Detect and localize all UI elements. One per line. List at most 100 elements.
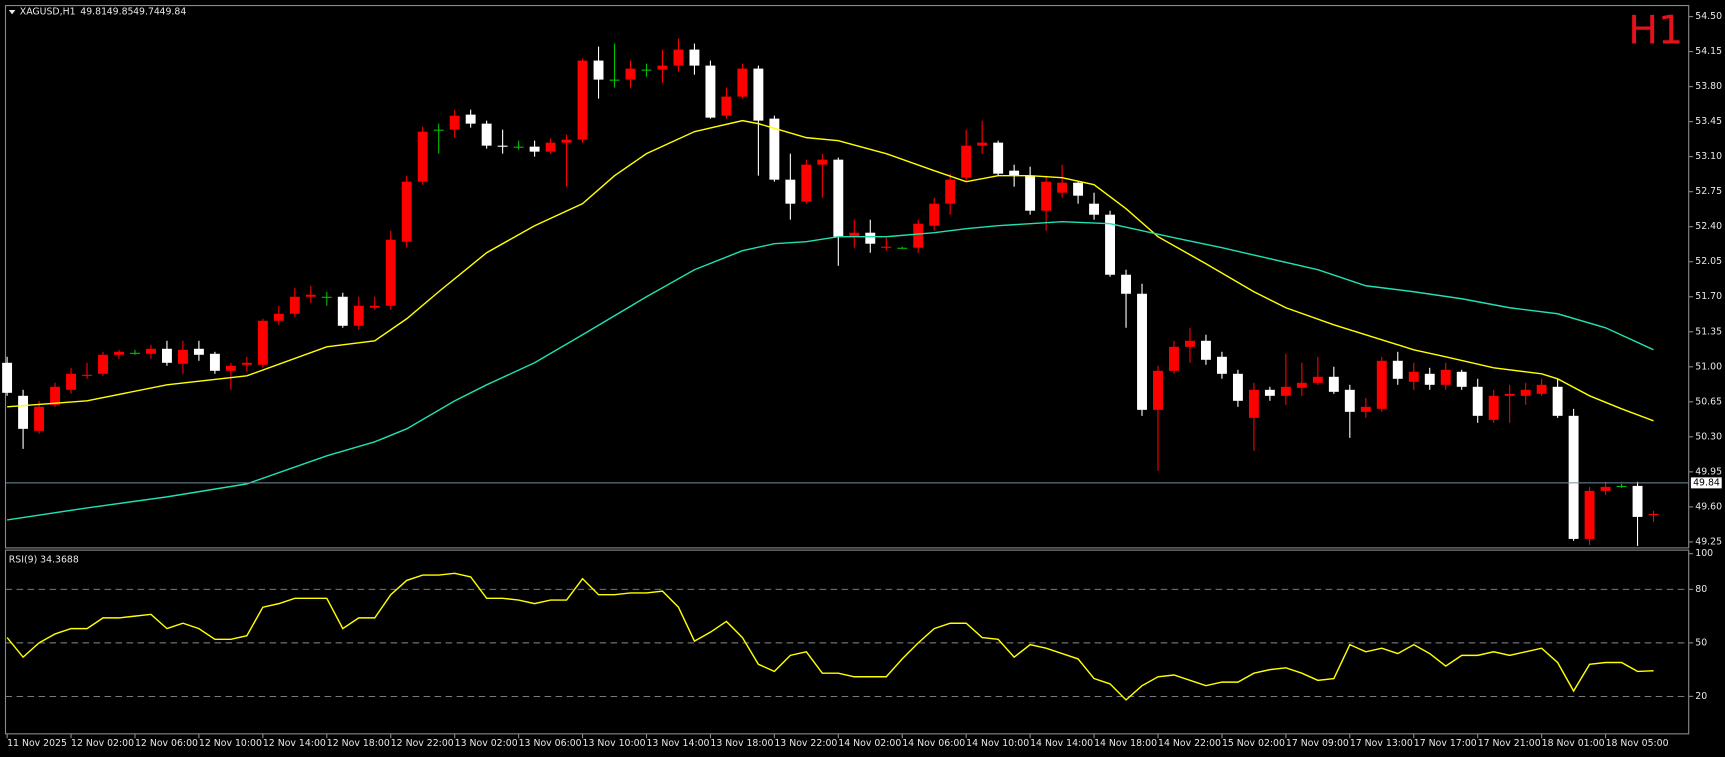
y-tick-label: 53.80 [1695,81,1722,92]
menu-arrow[interactable] [8,9,16,15]
candle-body [529,146,540,152]
candle-body [961,145,972,178]
candle-body [481,123,492,146]
x-tick-label: 12 Nov 06:00 [135,738,198,749]
x-tick-label: 13 Nov 06:00 [519,738,582,749]
y-tick-label: 49.95 [1695,466,1722,477]
candle-body [1312,376,1323,383]
symbol: XAGUSD,H1 [20,7,76,18]
candle-body [465,114,476,124]
x-tick-label: 17 Nov 09:00 [1286,738,1349,749]
candle-body [753,68,764,121]
candle-body [257,320,268,365]
candle-body [1201,340,1211,360]
x-tick-label: 14 Nov 02:00 [838,738,901,749]
close-value: 49.84 [160,7,187,18]
candle-body [689,49,700,66]
candle-body [417,131,428,182]
candle-body [146,348,156,354]
candle-body [50,386,61,405]
candle-body [513,146,524,148]
candle-body [1568,415,1579,539]
candle-body [1408,371,1419,382]
candle-body [737,68,748,97]
x-tick-label: 12 Nov 22:00 [391,738,454,749]
candle-body [673,49,684,66]
candle-body [1169,346,1179,371]
candle-body [1616,485,1627,487]
candle-body [1153,370,1163,410]
y-tick-label: 80 [1695,584,1707,595]
candle-body [1440,369,1451,385]
y-tick-label: 49.60 [1695,501,1722,512]
x-tick-label: 14 Nov 14:00 [1030,738,1093,749]
candle-body [1376,360,1387,409]
candle-body [881,246,892,248]
candle-body [929,203,940,226]
candle-body [865,232,876,244]
y-tick-label: 54.15 [1695,46,1722,57]
moving-average [6,220,1654,521]
x-tick-label: 12 Nov 02:00 [71,738,134,749]
candle-body [289,296,300,314]
x-tick-label: 17 Nov 13:00 [1350,738,1413,749]
candle-body [209,353,220,371]
candle-body [1216,356,1227,374]
candle-body [385,239,396,306]
candle-body [641,69,652,71]
candle-body [1121,274,1131,294]
x-tick-label: 14 Nov 18:00 [1094,738,1157,749]
candle-body [1328,376,1339,392]
bid-label-box [1690,477,1722,489]
candle-body [1584,490,1595,539]
candle-body [1600,486,1611,491]
candle-body [1520,389,1531,396]
x-tick-label: 14 Nov 22:00 [1158,738,1221,749]
candle-body [225,365,236,371]
y-tick-label: 54.50 [1695,11,1722,22]
x-tick-label: 13 Nov 14:00 [646,738,709,749]
candle-body [849,232,860,237]
x-tick-label: 13 Nov 22:00 [774,738,837,749]
candle-body [1488,395,1499,420]
x-tick-label: 13 Nov 10:00 [583,738,646,749]
candle-body [577,60,588,140]
candle-body [1472,386,1483,416]
x-tick-label: 11 Nov 2025 [7,738,67,749]
candle-body [1009,170,1020,176]
candle-body [833,159,844,237]
candle-body [353,305,364,326]
candle-body [1185,340,1195,347]
candle-body [273,313,284,321]
candle-body [98,354,108,374]
x-tick-label: 18 Nov 05:00 [1606,738,1669,749]
candle-body [1232,373,1243,401]
candle-body [945,179,956,204]
candle-body [305,294,316,297]
x-tick-label: 14 Nov 10:00 [966,738,1029,749]
candle-body [625,68,636,80]
candle-body [657,65,668,70]
bid-label: 49.84 [1693,477,1720,488]
candle-body [545,142,556,152]
y-tick-label: 100 [1695,548,1713,559]
candle-body [769,118,780,180]
x-tick-label: 12 Nov 18:00 [327,738,390,749]
candle-body [1264,389,1275,396]
candle-body [18,395,29,429]
candle-body [1280,386,1291,396]
candle-body [2,362,13,393]
y-tick-label: 49.25 [1695,536,1722,547]
y-tick-label: 50.30 [1695,431,1722,442]
candle-body [1424,373,1435,385]
candle-body [66,373,76,390]
candle-body [241,362,252,365]
candle-body [1248,389,1259,418]
candle-body [161,348,172,363]
candle-body [82,374,92,376]
candle-body [1552,386,1563,416]
candle-body [497,145,508,147]
